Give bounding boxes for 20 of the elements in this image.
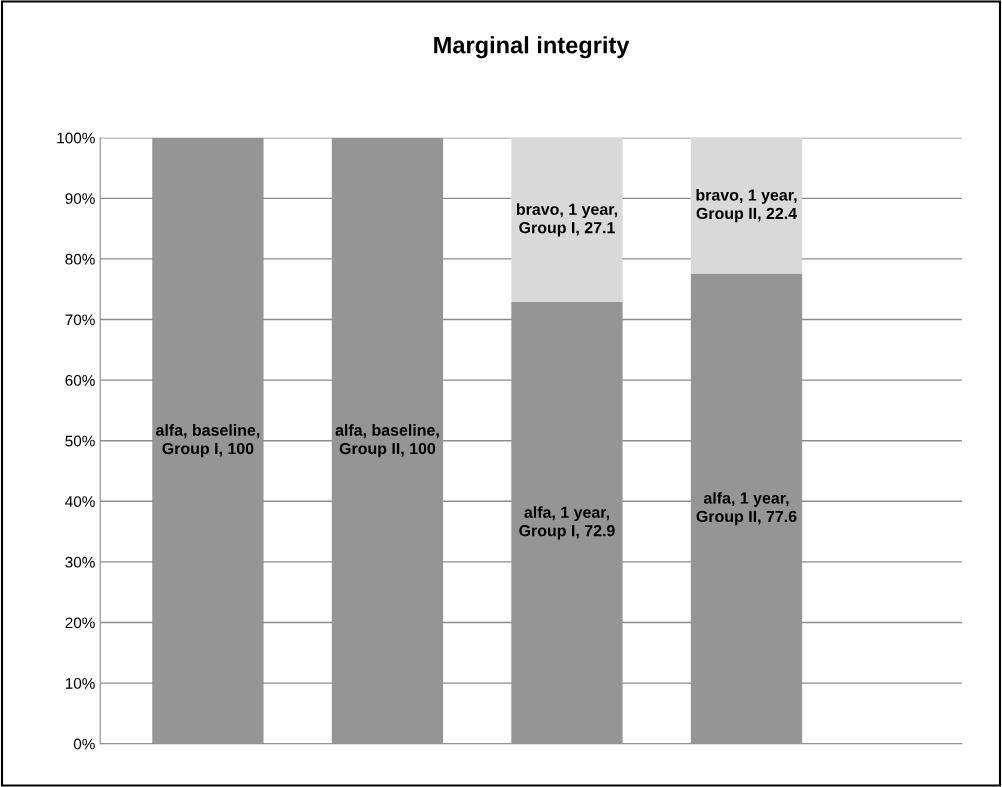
data-label: alfa, 1 year, Group II, 77.6: [696, 491, 797, 526]
y-tick-label: 20%: [65, 617, 95, 629]
chart-title: Marginal integrity: [434, 36, 630, 59]
data-label: alfa, baseline, Group II, 100: [335, 424, 439, 458]
y-tick-label: 0%: [73, 738, 95, 750]
y-tick-label: 30%: [65, 556, 95, 568]
y-tick-label: 40%: [65, 496, 95, 508]
y-tick-label: 60%: [65, 374, 95, 386]
y-tick-label: 70%: [65, 314, 95, 326]
bar: [511, 137, 623, 302]
bar: [690, 137, 803, 274]
y-tick-label: 10%: [65, 677, 95, 689]
data-label: bravo, 1 year, Group I, 27.1: [516, 203, 617, 237]
y-tick-label: 100%: [57, 132, 95, 144]
data-label: alfa, 1 year, Group I, 72.9: [519, 506, 615, 540]
y-tick-label: 90%: [65, 193, 95, 205]
data-label: alfa, baseline, Group I, 100: [156, 424, 260, 458]
data-label: bravo, 1 year, Group II, 22.4: [696, 188, 797, 223]
y-tick-label: 50%: [65, 435, 95, 447]
y-tick-label: 80%: [65, 253, 95, 265]
